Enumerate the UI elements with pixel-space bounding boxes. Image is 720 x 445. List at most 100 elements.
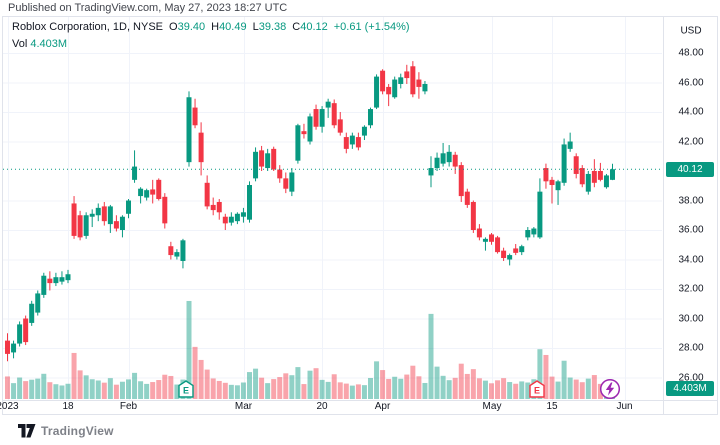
volume-bar [23, 381, 29, 399]
candle [180, 240, 186, 261]
candle [476, 228, 482, 238]
volume-value: 4.403M [30, 38, 68, 50]
volume-bar [234, 385, 240, 399]
candle [398, 77, 404, 84]
volume-bar [113, 384, 119, 399]
volume-bar [507, 382, 513, 399]
volume-bar [470, 369, 476, 399]
candle [228, 216, 234, 223]
volume-bar [501, 378, 507, 399]
volume-bar [53, 384, 59, 399]
candle [567, 141, 573, 149]
time-tick-label: 2023 [0, 401, 19, 412]
volume-bar [331, 374, 337, 399]
candle [162, 196, 168, 224]
volume-bar [150, 382, 156, 399]
time-tick-label: 20 [316, 401, 328, 412]
volume-bar [107, 378, 113, 399]
candle [561, 144, 567, 183]
volume-bar [489, 383, 494, 399]
candle [525, 230, 531, 238]
price-tick-label: 48.00 [678, 47, 704, 59]
volume-bar [240, 382, 246, 399]
volume-bar [555, 381, 561, 399]
tradingview-logo-icon [18, 424, 36, 438]
volume-bar [573, 379, 579, 399]
volume-bar [374, 361, 380, 399]
time-tick-label: Jun [616, 401, 633, 412]
volume-bar [89, 379, 95, 399]
change-value: +0.61 (+1.54%) [333, 21, 410, 33]
price-tick-label: 42.00 [678, 136, 704, 147]
volume-bar [307, 370, 313, 399]
tradingview-brand-text: TradingView [41, 424, 114, 438]
candle [17, 324, 23, 344]
candle [579, 168, 585, 185]
ohlc-value: 40.49 [219, 21, 247, 33]
volume-bar [168, 375, 174, 399]
volume-bar [5, 376, 10, 399]
candle [343, 137, 349, 149]
volume-bar [83, 375, 89, 399]
volume-bar [398, 378, 404, 399]
volume-bar [495, 380, 501, 399]
candle [65, 274, 71, 281]
volume-bar [392, 376, 398, 399]
candle [585, 173, 591, 192]
volume-bar [71, 352, 77, 399]
ohlc-value: 40.12 [300, 21, 328, 33]
time-tick-label: 15 [546, 401, 558, 412]
candle [610, 169, 615, 180]
candle [289, 172, 295, 192]
volume-bar [549, 376, 555, 399]
symbol-legend[interactable]: Roblox Corporation, 1D, NYSE O39.40 H40.49… [12, 21, 410, 50]
ohlc-letter: O [169, 21, 178, 33]
ohlc-value: 39.40 [177, 21, 206, 33]
ohlc-letter: L [252, 21, 259, 33]
time-tick-label: Feb [119, 401, 138, 412]
candle [144, 190, 150, 198]
volume-bar [422, 382, 428, 399]
volume-label: Vol [12, 38, 28, 50]
volume-bar [452, 377, 458, 399]
volume-bar [144, 383, 150, 399]
candle [295, 125, 301, 161]
volume-bar [519, 381, 525, 399]
candle [325, 101, 331, 108]
candle [301, 131, 307, 135]
candle [573, 156, 579, 174]
volume-bar [29, 379, 35, 399]
volume-bar [349, 385, 355, 399]
volume-bar [119, 381, 125, 399]
price-tick-label: 34.00 [678, 254, 704, 265]
volume-bar [591, 375, 597, 399]
volume-bar [525, 382, 531, 399]
candle [597, 171, 603, 180]
candle [95, 207, 101, 216]
candle [107, 206, 113, 225]
volume-bar [476, 378, 482, 399]
volume-bar [216, 380, 222, 399]
candle [283, 178, 289, 189]
symbol-title: Roblox Corporation, 1D, NYSE [12, 21, 164, 33]
earnings-icon[interactable]: E [178, 380, 194, 403]
time-tick-label: 18 [62, 401, 74, 412]
candle [464, 191, 470, 205]
footer-branding[interactable]: TradingView [18, 424, 114, 438]
volume-bar [404, 374, 410, 399]
ohlc-letter: C [292, 21, 301, 33]
candle [386, 86, 392, 95]
lightning-icon[interactable] [599, 378, 621, 405]
volume-bar [259, 377, 265, 399]
volume-bar [138, 381, 144, 399]
published-bar: Published on TradingView.com, May 27, 20… [8, 2, 288, 14]
volume-bar [579, 382, 585, 399]
candle [265, 153, 271, 169]
candle [392, 79, 398, 98]
candle [313, 109, 319, 127]
earnings-icon[interactable]: E [529, 380, 545, 403]
price-tick-label: 46.00 [678, 77, 704, 88]
candle [513, 248, 519, 253]
